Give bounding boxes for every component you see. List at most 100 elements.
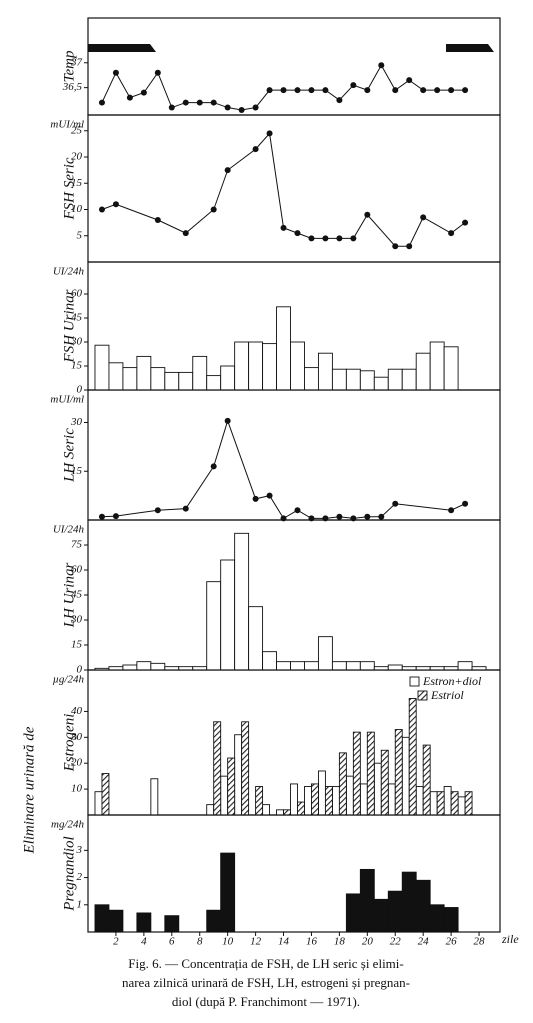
x-tick-label: 22 bbox=[390, 936, 402, 948]
y-tick-label: 30 bbox=[70, 336, 83, 348]
bar bbox=[317, 636, 333, 671]
bar bbox=[262, 651, 277, 671]
bar bbox=[220, 559, 236, 671]
bar bbox=[220, 365, 236, 391]
y-tick-label: 15 bbox=[71, 360, 83, 372]
bar bbox=[415, 352, 431, 391]
y-tick-label: 60 bbox=[71, 288, 83, 300]
bar bbox=[429, 904, 445, 933]
bar bbox=[136, 661, 152, 671]
data-point bbox=[322, 87, 329, 94]
y-tick-label: 20 bbox=[71, 757, 83, 769]
bar bbox=[276, 306, 291, 391]
bar bbox=[311, 783, 319, 816]
data-point bbox=[224, 167, 231, 174]
bar bbox=[255, 786, 264, 816]
bar bbox=[94, 791, 103, 816]
y-tick-label: 5 bbox=[77, 229, 83, 241]
bar bbox=[422, 744, 431, 816]
data-point bbox=[196, 99, 203, 106]
bar bbox=[206, 581, 222, 671]
data-point bbox=[308, 87, 315, 94]
x-tick-label: 8 bbox=[197, 936, 203, 948]
bar bbox=[241, 721, 250, 816]
data-point bbox=[336, 513, 343, 520]
data-point bbox=[224, 104, 231, 111]
data-point bbox=[98, 99, 105, 106]
bar bbox=[276, 661, 291, 671]
data-point bbox=[420, 87, 427, 94]
unit-label: UI/24h bbox=[53, 524, 85, 536]
temp-bar-left bbox=[88, 44, 156, 52]
y-axis-label: Pregnandiol bbox=[61, 836, 77, 911]
y-tick-label: 45 bbox=[71, 312, 83, 324]
bar bbox=[394, 729, 403, 816]
legend-swatch bbox=[409, 676, 420, 687]
bar bbox=[234, 341, 250, 391]
data-point bbox=[364, 87, 371, 94]
bar bbox=[401, 736, 410, 816]
bar bbox=[150, 662, 166, 671]
y-tick-label: 30 bbox=[70, 731, 83, 743]
y-tick-label: 36,5 bbox=[62, 81, 83, 93]
bar bbox=[345, 661, 361, 671]
x-tick-label: 24 bbox=[418, 936, 430, 948]
bar bbox=[290, 783, 298, 816]
data-point bbox=[210, 99, 217, 106]
bar bbox=[150, 367, 166, 391]
bar bbox=[317, 352, 333, 391]
legend-label: Estriol bbox=[430, 688, 464, 702]
y-tick-label: 0 bbox=[77, 664, 83, 676]
data-point bbox=[140, 89, 147, 96]
data-point bbox=[364, 513, 371, 520]
bar bbox=[387, 890, 403, 933]
bar bbox=[373, 762, 382, 816]
data-point bbox=[406, 77, 413, 84]
data-point bbox=[308, 235, 315, 242]
data-point bbox=[294, 230, 301, 237]
bar bbox=[290, 341, 305, 391]
data-point bbox=[252, 104, 259, 111]
x-tick-label: 26 bbox=[446, 936, 458, 948]
bar bbox=[262, 804, 271, 816]
data-point bbox=[336, 97, 343, 104]
bar bbox=[345, 368, 361, 391]
legend-swatch bbox=[417, 690, 428, 701]
bar bbox=[387, 664, 403, 671]
data-point bbox=[392, 243, 399, 250]
data-point bbox=[294, 87, 301, 94]
bar bbox=[317, 770, 326, 816]
bar bbox=[429, 341, 445, 391]
bar bbox=[192, 355, 208, 391]
y-tick-label: 2 bbox=[77, 871, 83, 883]
data-point bbox=[168, 104, 175, 111]
unit-label: mUI/ml bbox=[50, 394, 84, 406]
bar bbox=[331, 661, 347, 671]
bar bbox=[401, 368, 417, 391]
bar bbox=[359, 868, 375, 933]
bar bbox=[94, 904, 110, 933]
side-label: Eliminare urinară de bbox=[21, 726, 37, 854]
bar bbox=[352, 731, 361, 816]
data-point bbox=[462, 219, 469, 226]
bar bbox=[122, 664, 138, 671]
bar bbox=[262, 343, 277, 391]
bar bbox=[248, 341, 264, 391]
bar bbox=[164, 371, 180, 391]
data-point bbox=[364, 211, 371, 218]
panel-frame bbox=[87, 814, 501, 933]
data-point bbox=[434, 87, 441, 94]
y-axis-label: LH Urinar bbox=[61, 563, 77, 629]
y-tick-label: 30 bbox=[70, 614, 83, 626]
data-point bbox=[224, 417, 231, 424]
bar bbox=[108, 362, 124, 391]
y-axis-label: Temp bbox=[61, 50, 77, 82]
x-tick-label: 28 bbox=[474, 936, 486, 948]
data-point bbox=[462, 500, 469, 507]
data-point bbox=[98, 513, 105, 520]
bar bbox=[108, 909, 124, 933]
bar bbox=[408, 698, 417, 816]
y-axis-label: Estrogeni bbox=[61, 714, 77, 773]
y-tick-label: 10 bbox=[71, 783, 83, 795]
